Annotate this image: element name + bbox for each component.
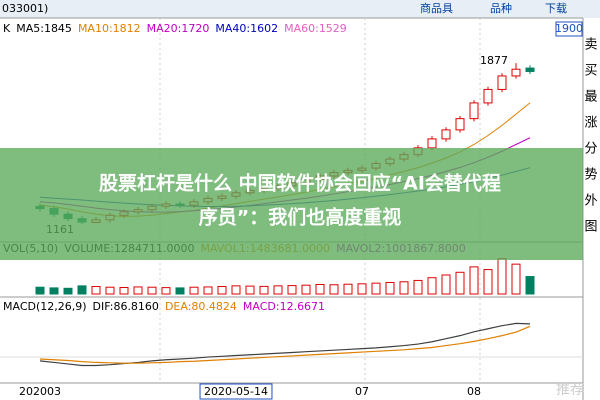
legend-entry: K [3, 22, 11, 35]
volume-bar [91, 286, 101, 295]
legend-entry: MACD:12.6671 [243, 300, 325, 313]
candle-body [441, 129, 451, 140]
volume-bar [203, 286, 213, 295]
headline: 股票杠杆是什么 中国软件协会回应“AI会替代程 [99, 172, 501, 195]
volume-bar [189, 286, 199, 295]
side-button[interactable]: 图 [584, 220, 597, 235]
legend-entry: MA10:1812 [78, 22, 141, 35]
volume-bar [287, 285, 297, 295]
candle-body [455, 118, 465, 131]
tab[interactable]: 品种 [490, 1, 512, 15]
tab[interactable]: 下载 [545, 2, 567, 15]
x-tick-label: 07 [355, 385, 369, 398]
volume-bar [329, 284, 339, 295]
volume-bar [63, 287, 73, 295]
legend-entry: MA60:1529 [284, 22, 347, 35]
stock-code: 033001) [2, 2, 48, 15]
volume-bar [441, 274, 451, 295]
volume-bar [217, 286, 227, 295]
macd-line [39, 325, 531, 364]
price-box-label: 1900 [555, 22, 583, 35]
side-button[interactable]: 外 [584, 194, 597, 209]
x-tick-label: 2020-05-14 [204, 385, 268, 398]
date-box [199, 383, 273, 400]
candle-body [483, 88, 493, 104]
legend-entry: MA5:1845 [16, 22, 72, 35]
tab[interactable]: 商品具 [420, 1, 453, 15]
side-button[interactable]: 势 [584, 167, 597, 183]
toolbar [0, 0, 600, 18]
candle-body [497, 75, 507, 90]
volume-bar [497, 258, 507, 295]
legend-entry: DEA:80.4824 [165, 300, 237, 313]
legend-entry: MA40:1602 [215, 22, 278, 35]
volume-bar [455, 271, 465, 295]
candle-body [469, 102, 479, 120]
volume-bar [469, 266, 479, 295]
volume-bar [245, 285, 255, 295]
volume-bar [357, 283, 367, 295]
volume-bar [525, 276, 535, 295]
x-tick-label: 08 [467, 385, 481, 398]
volume-bar [315, 284, 325, 295]
volume-bar [371, 282, 381, 295]
volume-bar [119, 286, 129, 295]
volume-bar [231, 285, 241, 295]
headline-banner [0, 148, 583, 260]
volume-bar [161, 287, 171, 295]
volume-bar [483, 269, 493, 295]
volume-bar [133, 286, 143, 295]
watermark: 推荐 [556, 382, 584, 398]
legend-entry: MACD(12,26,9) [3, 300, 87, 313]
volume-bar [399, 281, 409, 295]
volume-bar [343, 283, 353, 295]
side-button[interactable]: 卖 [584, 38, 597, 53]
volume-bar [259, 285, 269, 295]
volume-bar [105, 286, 115, 295]
legend-entry: DIF:86.8160 [93, 300, 159, 313]
side-button[interactable]: 买 [584, 64, 597, 79]
volume-bar [385, 281, 395, 295]
side-button[interactable]: 涨 [584, 116, 597, 131]
candle-body [525, 67, 535, 72]
candle-body [511, 68, 521, 77]
headline: 序员”：我们也高度重视 [199, 206, 402, 229]
volume-bar [77, 285, 87, 295]
volume-bar [35, 286, 45, 295]
x-tick-label: 202003 [19, 385, 61, 398]
volume-bar [301, 284, 311, 295]
volume-bar [49, 287, 59, 295]
volume-bar [427, 277, 437, 295]
high-label: 1877 [480, 54, 508, 67]
volume-bar [175, 287, 185, 295]
volume-bar [413, 279, 423, 295]
macd-line [39, 322, 531, 367]
side-button[interactable]: 最 [584, 90, 597, 105]
legend-entry: MA20:1720 [147, 22, 210, 35]
volume-bar [273, 285, 283, 295]
volume-bar [147, 286, 157, 295]
volume-bar [511, 263, 521, 295]
side-button[interactable]: 分 [584, 142, 597, 157]
candle-body [427, 138, 437, 149]
price-box [555, 21, 583, 37]
